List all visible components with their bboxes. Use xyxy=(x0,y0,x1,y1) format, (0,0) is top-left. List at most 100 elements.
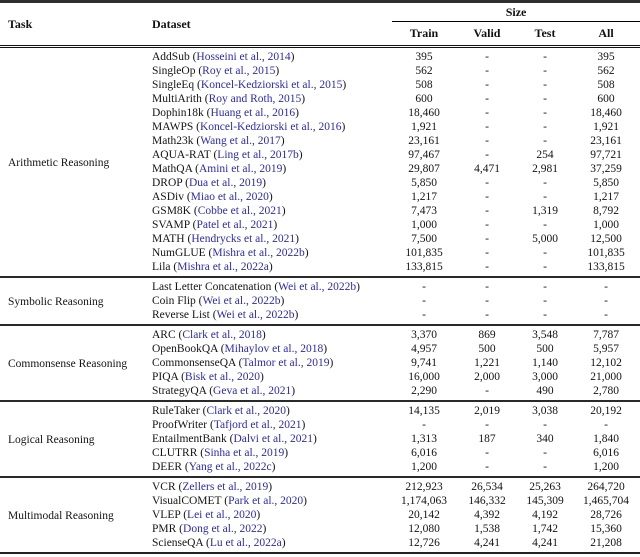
dataset-cell: VisualCOMET (Park et al., 2020) xyxy=(152,495,308,507)
citation-link[interactable]: Mishra et al., 2022a xyxy=(177,261,269,273)
train-cell: 1,200 xyxy=(411,461,437,473)
train-cell: 508 xyxy=(415,79,433,91)
all-cell: 1,200 xyxy=(593,461,619,473)
citation-link[interactable]: Dalvi et al., 2021 xyxy=(233,433,313,445)
table-row: OpenBookQA (Mihaylov et al., 2018) 4,957 5… xyxy=(0,342,640,356)
citation-link[interactable]: Miao et al., 2020 xyxy=(190,191,269,203)
table-row: Logical Reasoning RuleTaker (Clark et al.… xyxy=(0,401,640,446)
test-cell: - xyxy=(543,219,547,231)
train-cell: 1,000 xyxy=(411,219,437,231)
citation-link[interactable]: Zellers et al., 2019 xyxy=(182,481,269,493)
citation-link[interactable]: Lei et al., 2020 xyxy=(187,509,257,521)
citation-link[interactable]: Mishra et al., 2022b xyxy=(212,247,305,259)
citation-link[interactable]: Clark et al., 2018 xyxy=(182,329,262,341)
dataset-name: VCR xyxy=(152,481,176,493)
test-cell: 3,000 xyxy=(532,371,558,383)
citation-link[interactable]: Amini et al., 2019 xyxy=(198,163,283,175)
valid-cell: - xyxy=(485,107,489,119)
citation-link[interactable]: Wei et al., 2022b xyxy=(278,281,357,293)
citation-link[interactable]: Roy et al., 2015 xyxy=(202,65,276,77)
all-cell: 5,957 xyxy=(593,343,619,355)
test-cell: - xyxy=(543,135,547,147)
citation-link[interactable]: Park et al., 2020 xyxy=(228,495,304,507)
table-row: ProofWriter (Tafjord et al., 2021) - - - - xyxy=(0,418,640,432)
dataset-name: SingleEq xyxy=(152,79,195,91)
citation-link[interactable]: Wei et al., 2022b xyxy=(202,295,281,307)
citation-link[interactable]: Tafjord et al., 2021 xyxy=(213,419,302,431)
dataset-cell: Last Letter Concatenation (Wei et al., 2… xyxy=(152,281,360,293)
citation-link[interactable]: Yang et al., 2022c xyxy=(188,461,272,473)
train-cell: 18,460 xyxy=(408,107,440,119)
all-cell: 1,465,704 xyxy=(583,495,630,507)
valid-cell: 26,534 xyxy=(471,481,503,493)
citation-link[interactable]: Mihaylov et al., 2018 xyxy=(224,343,324,355)
table-row: Symbolic Reasoning Last Letter Concatenat… xyxy=(0,277,640,308)
valid-cell: - xyxy=(485,247,489,259)
dataset-name: DROP xyxy=(152,177,183,189)
train-cell: 212,923 xyxy=(405,481,443,493)
citation-link[interactable]: Hendrycks et al., 2021 xyxy=(191,233,296,245)
train-cell: 16,000 xyxy=(408,371,440,383)
dataset-cell: MATH (Hendrycks et al., 2021) xyxy=(152,233,299,245)
citation-link[interactable]: Dong et al., 2022 xyxy=(183,523,263,535)
valid-cell: 2,000 xyxy=(474,371,500,383)
dataset-name: Last Letter Concatenation xyxy=(152,281,272,293)
train-cell: - xyxy=(422,295,426,307)
table-row: Arithmetic Reasoning AddSub (Hosseini et … xyxy=(0,47,640,169)
train-cell: 600 xyxy=(415,93,433,105)
dataset-cell: AQUA-RAT (Ling et al., 2017b) xyxy=(152,149,303,161)
table-row: CommonsenseQA (Talmor et al., 2019) 9,741… xyxy=(0,356,640,370)
citation-link[interactable]: Koncel-Kedziorski et al., 2015 xyxy=(200,79,343,91)
citation-link[interactable]: Wei et al., 2022b xyxy=(216,309,295,321)
all-cell: 12,500 xyxy=(590,233,622,245)
dataset-name: EntailmentBank xyxy=(152,433,227,445)
citation-link[interactable]: Lu et al., 2022a xyxy=(209,537,282,549)
dataset-cell: PMR (Dong et al., 2022) xyxy=(152,523,267,535)
citation-link[interactable]: Geva et al., 2021 xyxy=(213,385,292,397)
dataset-name: Lila xyxy=(152,261,171,273)
citation-link[interactable]: Cobbe et al., 2021 xyxy=(197,205,282,217)
valid-cell: - xyxy=(485,261,489,273)
table-row: NumGLUE (Mishra et al., 2022b) 101,835 - - 1… xyxy=(0,246,640,260)
dataset-name: MATH xyxy=(152,233,185,245)
table-row: DEER (Yang et al., 2022c) 1,200 - - 1,200 xyxy=(0,460,640,477)
test-cell: 145,309 xyxy=(526,495,564,507)
table-row: CLUTRR (Sinha et al., 2019) 6,016 - - 6,016 xyxy=(0,446,640,460)
valid-cell: - xyxy=(485,149,489,161)
test-cell: - xyxy=(543,461,547,473)
table-section: Multimodal Reasoning VCR (Zellers et al.,… xyxy=(0,477,640,553)
valid-cell: - xyxy=(485,177,489,189)
all-cell: 28,726 xyxy=(590,509,622,521)
test-cell: 3,038 xyxy=(532,405,558,417)
citation-link[interactable]: Ling et al., 2017b xyxy=(217,149,299,161)
citation-link[interactable]: Sinha et al., 2019 xyxy=(204,447,285,459)
dataset-cell: EntailmentBank (Dalvi et al., 2021) xyxy=(152,433,317,445)
train-cell: 2,290 xyxy=(411,385,437,397)
citation-link[interactable]: Bisk et al., 2020 xyxy=(184,371,260,383)
citation-link[interactable]: Hosseini et al., 2014 xyxy=(196,51,291,63)
table-row: Commonsense Reasoning ARC (Clark et al., … xyxy=(0,325,640,370)
citation-link[interactable]: Patel et al., 2021 xyxy=(196,219,274,231)
citation-link[interactable]: Talmor et al., 2019 xyxy=(242,357,330,369)
valid-cell: 146,332 xyxy=(468,495,506,507)
all-cell: 101,835 xyxy=(587,247,625,259)
test-cell: - xyxy=(543,93,547,105)
citation-link[interactable]: Dua et al., 2019 xyxy=(188,177,263,189)
valid-cell: - xyxy=(485,385,489,397)
citation-link[interactable]: Clark et al., 2020 xyxy=(206,405,286,417)
dataset-cell: NumGLUE (Mishra et al., 2022b) xyxy=(152,247,309,259)
dataset-cell: ProofWriter (Tafjord et al., 2021) xyxy=(152,419,306,431)
test-cell: 2,981 xyxy=(532,163,558,175)
valid-cell: 2,019 xyxy=(474,405,500,417)
dataset-name: OpenBookQA xyxy=(152,343,218,355)
citation-link[interactable]: Huang et al., 2016 xyxy=(210,107,296,119)
table-row: SingleOp (Roy et al., 2015) 562 - - 562 xyxy=(0,64,640,78)
valid-cell: - xyxy=(485,205,489,217)
train-cell: 97,467 xyxy=(408,149,440,161)
all-cell: 508 xyxy=(597,79,615,91)
header-row-groups: Task Dataset Size xyxy=(0,1,640,48)
table-row: Dophin18k (Huang et al., 2016) 18,460 - - 18… xyxy=(0,106,640,120)
citation-link[interactable]: Wang et al., 2017 xyxy=(200,135,281,147)
citation-link[interactable]: Koncel-Kedziorski et al., 2016 xyxy=(199,121,342,133)
citation-link[interactable]: Roy and Roth, 2015 xyxy=(208,93,302,105)
